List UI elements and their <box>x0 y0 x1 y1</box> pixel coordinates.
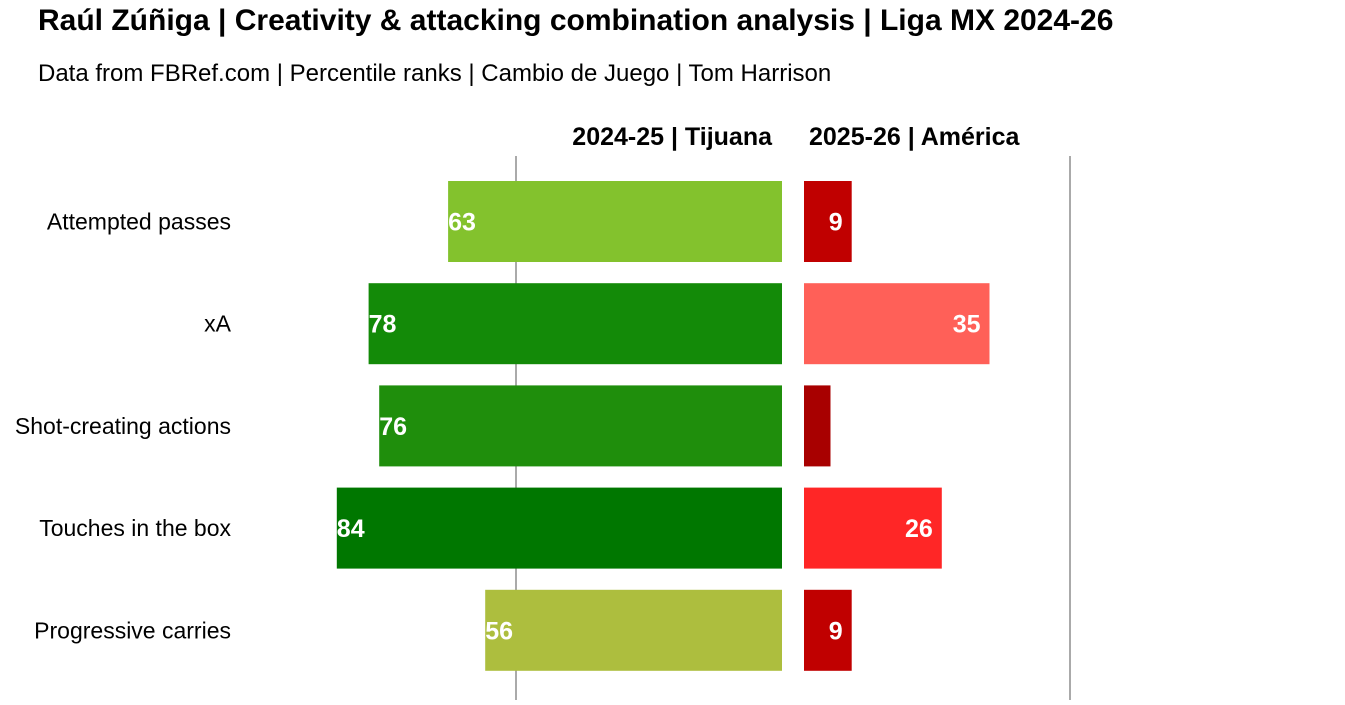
right-bar-value: 26 <box>905 515 933 543</box>
left-series-header: 2024-25 | Tijuana <box>572 123 773 151</box>
category-label: Touches in the box <box>39 515 231 541</box>
left-bar <box>448 181 782 262</box>
left-bar <box>379 385 782 467</box>
right-bar <box>804 181 852 262</box>
right-bar-value: 9 <box>829 209 843 237</box>
left-bar-value: 84 <box>337 515 365 543</box>
category-label: Progressive carries <box>34 617 231 643</box>
category-label: Shot-creating actions <box>15 413 231 439</box>
left-bar-value: 76 <box>379 413 407 441</box>
left-bar <box>336 487 782 569</box>
left-bar <box>368 283 782 365</box>
chart-subtitle: Data from FBRef.com | Percentile ranks |… <box>38 60 832 87</box>
right-bar <box>804 589 852 671</box>
left-bar-value: 56 <box>485 617 513 645</box>
left-bar-value: 78 <box>369 311 397 339</box>
right-bar <box>804 487 942 569</box>
category-label: Attempted passes <box>47 209 231 235</box>
right-bar-value: 9 <box>829 617 843 645</box>
left-bar <box>485 589 782 671</box>
right-bar <box>804 385 831 467</box>
chart-title: Raúl Zúñiga | Creativity & attacking com… <box>38 4 1114 37</box>
right-bar-value: 35 <box>953 311 981 339</box>
right-series-header: 2025-26 | América <box>809 123 1020 151</box>
right-bar <box>804 283 990 365</box>
left-bar-value: 63 <box>448 209 476 237</box>
category-label: xA <box>204 311 232 337</box>
